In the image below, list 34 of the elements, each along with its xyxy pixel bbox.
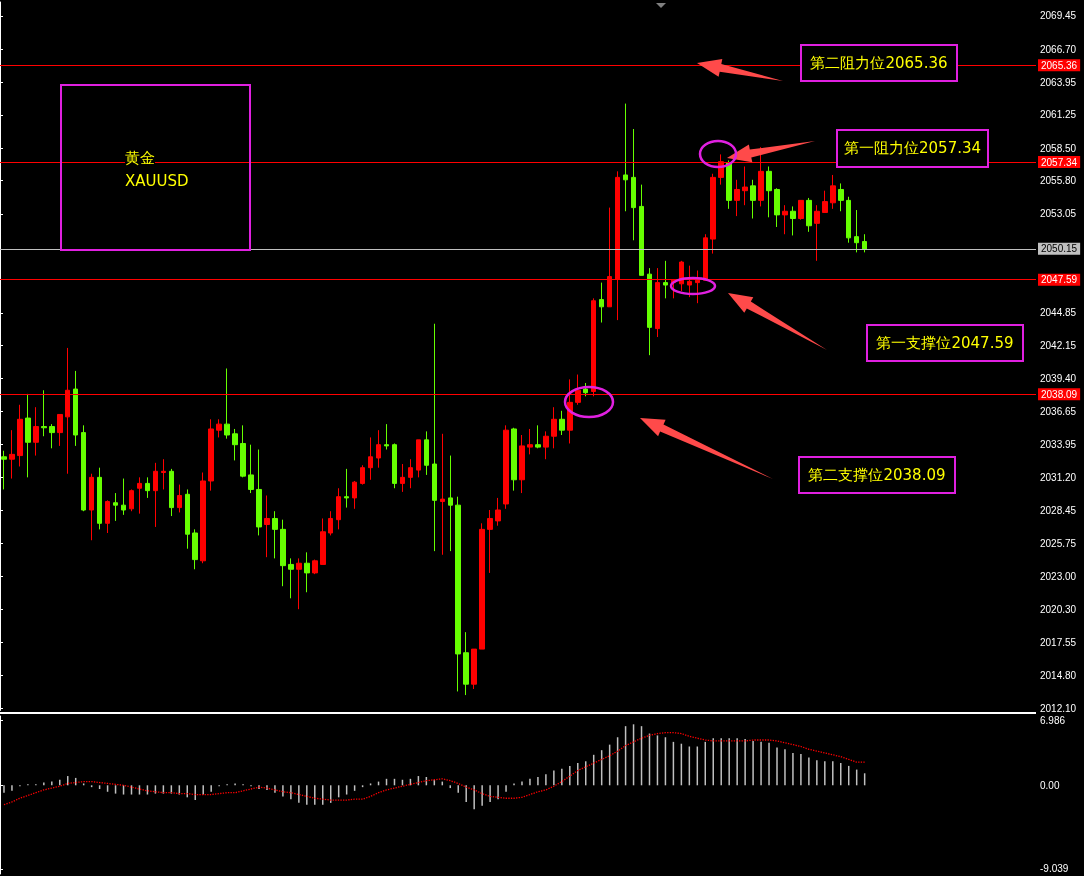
ref-line-label: 2047.59 [1041,274,1078,286]
ref-line-label: 2057.34 [1041,156,1078,168]
y-tick-label: 2055.80 [1040,175,1077,187]
ref-line-label: 2050.15 [1041,243,1078,255]
y-tick-label: 2025.75 [1040,537,1077,549]
y-tick-label: 2042.15 [1040,339,1077,351]
ref-line-label: 2038.09 [1041,388,1078,400]
y-tick-label: 2031.20 [1040,471,1077,483]
y-tick-label: 2053.05 [1040,208,1077,220]
annotation: 第一阻力位2057.34 [836,129,990,168]
y-tick-label: 2020.30 [1040,603,1077,615]
y-tick-label: 2017.55 [1040,636,1077,648]
y-tick-label: 2044.85 [1040,307,1077,319]
y-tick-label: 2039.40 [1040,373,1077,385]
y-tick-label: 0.00 [1040,779,1060,791]
y-tick-label: 2069.45 [1040,10,1077,22]
y-tick-label: 2061.25 [1040,109,1077,121]
y-tick-label: 2033.95 [1040,438,1077,450]
y-tick-label: 2058.50 [1040,142,1077,154]
text: 黄金 [125,148,155,168]
y-tick-label: -9.039 [1040,863,1069,875]
y-tick-label: 2036.65 [1040,406,1077,418]
y-tick-label: 2063.95 [1040,76,1077,88]
y-tick-label: 6.986 [1040,715,1066,727]
y-tick-label: 2066.70 [1040,43,1077,55]
y-tick-label: 2014.80 [1040,669,1077,681]
annotation: 第二阻力位2065.36 [800,44,958,82]
annotation: 第二支撑位2038.09 [798,456,956,494]
text: XAUUSD [125,171,189,191]
y-tick-label: 2028.45 [1040,505,1077,517]
y-tick-label: 2023.00 [1040,570,1077,582]
annotation: 第一支撑位2047.59 [866,324,1024,362]
y-tick-label: 2012.10 [1040,702,1077,714]
ref-line-label: 2065.36 [1041,59,1078,71]
